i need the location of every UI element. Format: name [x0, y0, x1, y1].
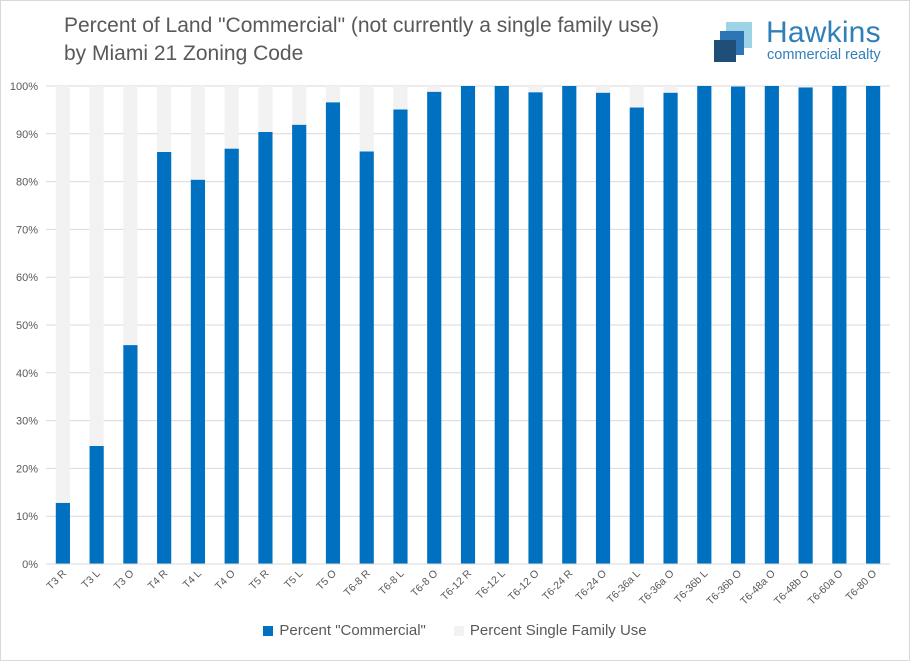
- bar-commercial: [562, 86, 577, 564]
- x-tick-label: T6-36a O: [637, 568, 677, 608]
- legend-label-commercial: Percent "Commercial": [279, 622, 426, 639]
- bar-single-family: [55, 86, 70, 503]
- x-tick-label: T6-36b O: [704, 568, 744, 608]
- legend-item-single-family: Percent Single Family Use: [453, 622, 647, 639]
- bar-commercial: [595, 92, 611, 564]
- x-tick-label: T6-24 O: [573, 568, 609, 604]
- bar-commercial: [393, 109, 408, 564]
- y-tick-label: 70%: [16, 224, 38, 236]
- bar-single-family: [224, 86, 239, 149]
- x-tick-label: T6-8 L: [377, 568, 407, 598]
- legend-swatch-single-family: [453, 625, 464, 636]
- x-tick-label: T5 R: [247, 567, 272, 592]
- legend-swatch-commercial: [263, 625, 274, 636]
- title-line-2: by Miami 21 Zoning Code: [64, 42, 304, 65]
- bar-commercial: [359, 151, 374, 564]
- x-tick-label: T4 R: [146, 567, 171, 592]
- bar-commercial: [292, 124, 307, 564]
- x-tick-label: T6-12 L: [474, 568, 508, 602]
- x-tick-label: T3 O: [112, 568, 137, 593]
- x-tick-label: T4 L: [181, 568, 204, 591]
- bar-single-family: [258, 86, 273, 132]
- bar-commercial: [764, 86, 779, 564]
- y-tick-label: 20%: [16, 463, 38, 475]
- x-tick-label: T4 O: [213, 568, 238, 593]
- y-tick-label: 10%: [16, 511, 38, 523]
- x-tick-label: T6-8 R: [342, 567, 373, 598]
- logo-square-dark: [714, 40, 736, 62]
- logo-squares-icon: [714, 22, 752, 62]
- bar-commercial: [528, 92, 543, 565]
- bar-single-family: [89, 86, 104, 446]
- bar-single-family: [325, 86, 341, 103]
- bar-single-family: [393, 86, 408, 110]
- x-tick-label: T6-60a O: [806, 568, 846, 608]
- bar-single-family: [157, 86, 172, 152]
- bar-commercial: [866, 86, 881, 564]
- bar-commercial: [730, 86, 746, 564]
- bar-commercial: [55, 502, 70, 564]
- x-tick-label: T6-48b O: [772, 568, 812, 608]
- bar-commercial: [832, 86, 847, 564]
- x-tick-label: T6-24 R: [540, 567, 576, 603]
- bar-single-family: [663, 86, 678, 93]
- title-line-1: Percent of Land "Commercial" (not curren…: [64, 14, 659, 37]
- bar-commercial: [460, 86, 476, 564]
- bar-single-family: [292, 86, 307, 125]
- bar-single-family: [528, 86, 543, 93]
- bar-single-family: [629, 86, 644, 108]
- bar-commercial: [494, 86, 509, 564]
- logo-name: Hawkins: [766, 16, 881, 49]
- bar-commercial: [798, 87, 813, 565]
- bar-commercial: [157, 151, 172, 565]
- bar-commercial: [224, 148, 239, 565]
- chart-title: Percent of Land "Commercial" (not curren…: [64, 12, 704, 68]
- logo-subtitle: commercial realty: [767, 47, 881, 63]
- bar-commercial: [697, 86, 712, 564]
- y-tick-label: 30%: [16, 416, 38, 428]
- x-tick-label: T6-80 O: [844, 568, 880, 604]
- y-tick-label: 0%: [22, 559, 38, 571]
- bar-commercial: [89, 445, 104, 564]
- x-tick-label: T3 L: [79, 568, 102, 591]
- x-tick-label: T6-12 R: [439, 567, 475, 603]
- bar-single-family: [190, 86, 206, 180]
- x-tick-label: T6-8 O: [409, 568, 441, 600]
- y-tick-label: 50%: [16, 320, 38, 332]
- bar-commercial: [663, 92, 678, 564]
- y-tick-label: 80%: [16, 177, 38, 189]
- y-tick-label: 40%: [16, 368, 38, 380]
- legend-label-single-family: Percent Single Family Use: [469, 622, 647, 639]
- x-tick-label: T6-12 O: [506, 568, 542, 604]
- bar-single-family: [427, 86, 442, 92]
- bar-single-family: [123, 86, 138, 346]
- bar-commercial: [629, 107, 644, 564]
- bar-single-family: [359, 86, 374, 152]
- x-tick-label: T5 O: [314, 568, 339, 593]
- x-tick-label: T3 R: [44, 567, 69, 592]
- chart-legend: Percent "Commercial" Percent Single Fami…: [0, 622, 910, 639]
- bar-commercial: [427, 91, 442, 565]
- bar-commercial: [123, 345, 138, 564]
- x-tick-label: T6-48a O: [738, 568, 778, 608]
- bar-single-family: [798, 86, 813, 88]
- bar-commercial: [190, 179, 206, 565]
- bar-commercial: [258, 131, 273, 564]
- bar-commercial: [325, 102, 341, 564]
- y-tick-label: 90%: [16, 129, 38, 141]
- bar-single-family: [595, 86, 611, 93]
- y-tick-label: 100%: [10, 81, 38, 93]
- y-tick-label: 60%: [16, 272, 38, 284]
- legend-item-commercial: Percent "Commercial": [263, 622, 426, 639]
- x-tick-label: T5 L: [282, 568, 305, 591]
- hawkins-logo: Hawkins commercial realty: [714, 16, 894, 68]
